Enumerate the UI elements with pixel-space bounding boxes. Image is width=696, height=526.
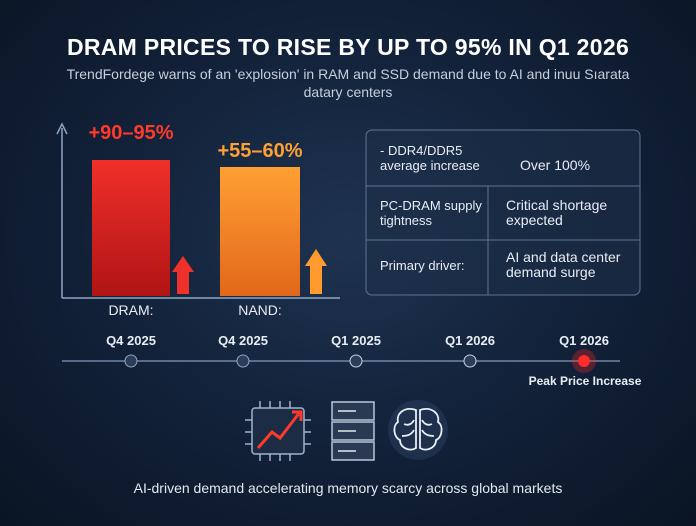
table-frame xyxy=(365,129,641,296)
up-arrow xyxy=(305,249,327,294)
change-label: +55–60% xyxy=(217,140,303,162)
subtitle: TrendFordege warns of an 'explosion' in … xyxy=(66,66,630,82)
timeline-label: Q4 2025 xyxy=(218,333,268,348)
bar-label: DRAM: xyxy=(108,302,154,318)
server-icon xyxy=(331,401,375,461)
timeline-label: Q1 2025 xyxy=(331,333,381,348)
table-cell: PC-DRAM supply tightness xyxy=(380,198,482,228)
table-cell: Over 100% xyxy=(520,157,591,173)
timeline-dots xyxy=(124,349,596,373)
bar-label: NAND: xyxy=(238,302,282,318)
dram-bar xyxy=(92,160,170,296)
table-cell: AI and data center demand surge xyxy=(506,249,621,280)
peak-note: Peak Price Increase xyxy=(528,374,642,388)
footer: AI-driven demand accelerating memory sca… xyxy=(133,480,563,496)
timeline-label: Q4 2025 xyxy=(106,333,156,348)
timeline-label: Q1 2026 xyxy=(445,333,495,348)
chart-axes xyxy=(56,122,340,299)
title: DRAM PRICES TO RISE BY UP TO 95% IN Q1 2… xyxy=(66,34,630,60)
subtitle: datary centers xyxy=(303,84,393,100)
table-cell: - DDR4/DDR5 average increase xyxy=(380,143,480,173)
table-cell: Primary driver: xyxy=(380,258,465,273)
up-arrow xyxy=(172,256,194,294)
change-label: +90–95% xyxy=(88,122,174,144)
table-cell: Critical shortage expected xyxy=(506,197,608,228)
nand-bar xyxy=(220,167,300,296)
timeline-label: Q1 2026 xyxy=(559,333,609,348)
brain-icon xyxy=(388,400,448,460)
chip-icon xyxy=(245,401,311,461)
